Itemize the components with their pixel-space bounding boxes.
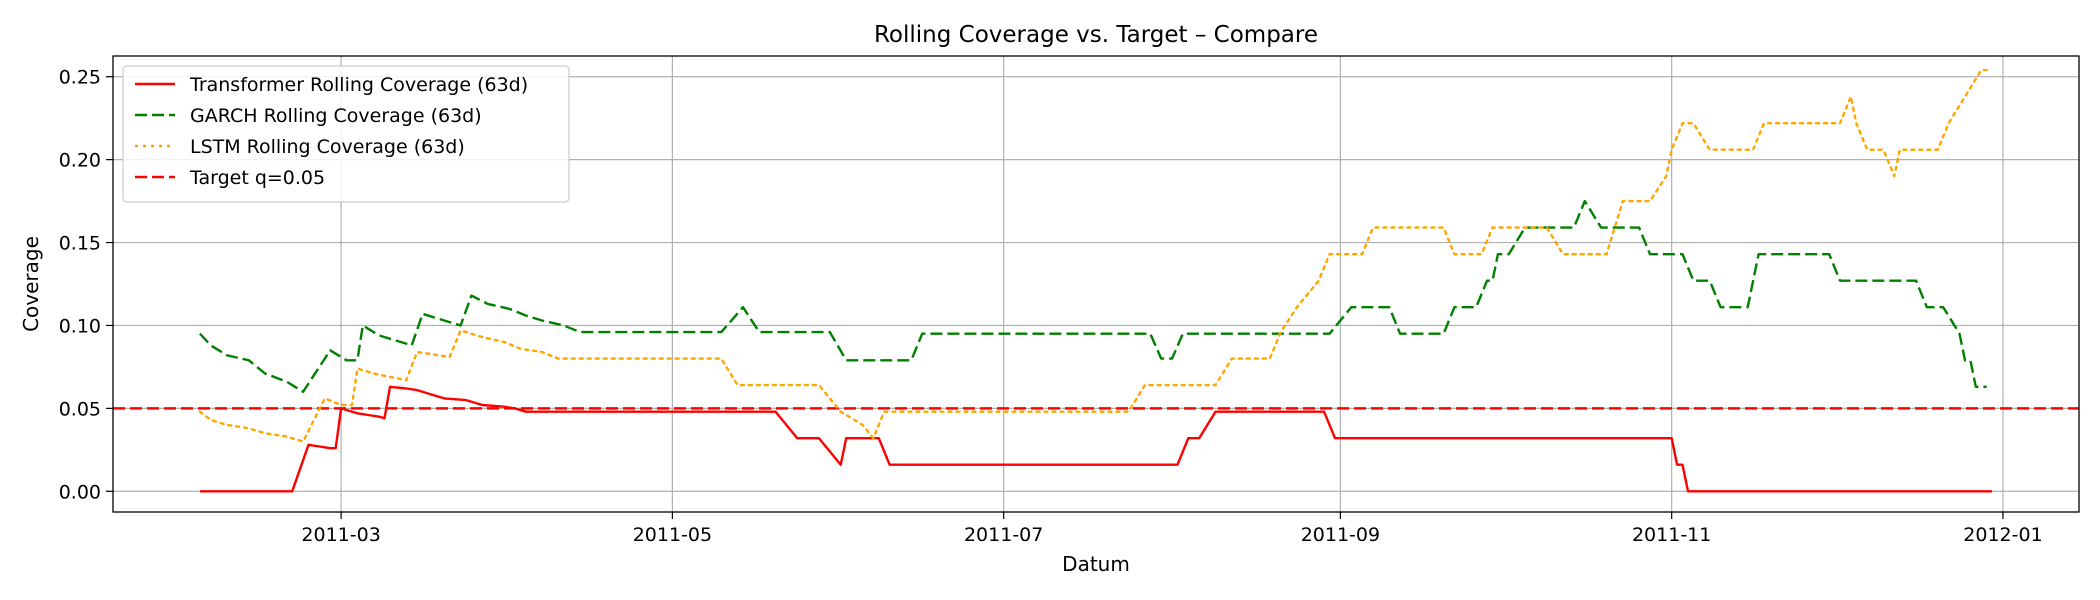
legend-box xyxy=(122,65,570,203)
x-tick-label: 2011-11 xyxy=(1632,524,1711,546)
x-axis-ticks: 2011-03 2011-05 2011-07 2011-09 2011-11 2012-… xyxy=(301,512,2043,546)
plot-frame xyxy=(112,55,2080,513)
x-tick-label: 2012-01 xyxy=(1963,524,2042,546)
x-tick-label: 2011-07 xyxy=(964,524,1043,546)
x-tick-label: 2011-03 xyxy=(301,524,380,546)
x-axis-label: Datum xyxy=(1062,552,1130,576)
legend-label: Target q=0.05 xyxy=(189,167,325,189)
legend-label: LSTM Rolling Coverage (63d) xyxy=(190,136,465,158)
plot-series xyxy=(113,68,2079,493)
transformer-coverage-line xyxy=(199,385,1993,493)
garch-coverage-line xyxy=(199,199,1987,393)
legend-label: Transformer Rolling Coverage (63d) xyxy=(189,74,528,96)
y-tick-label: 0.25 xyxy=(59,67,101,89)
y-tick-label: 0.00 xyxy=(59,481,101,503)
y-tick-label: 0.15 xyxy=(59,233,101,255)
y-tick-label: 0.20 xyxy=(59,150,101,172)
legend: Transformer Rolling Coverage (63d) GARCH … xyxy=(122,65,570,203)
x-tick-label: 2011-05 xyxy=(633,524,712,546)
legend-label: GARCH Rolling Coverage (63d) xyxy=(190,105,482,127)
chart-title: Rolling Coverage vs. Target – Compare xyxy=(874,22,1318,48)
y-tick-label: 0.05 xyxy=(59,398,101,420)
y-axis-ticks: 0.00 0.05 0.10 0.15 0.20 0.25 xyxy=(59,67,113,503)
y-tick-label: 0.10 xyxy=(59,315,101,337)
x-tick-label: 2011-09 xyxy=(1301,524,1380,546)
lstm-coverage-line xyxy=(198,68,1988,443)
y-axis-label: Coverage xyxy=(19,236,43,332)
